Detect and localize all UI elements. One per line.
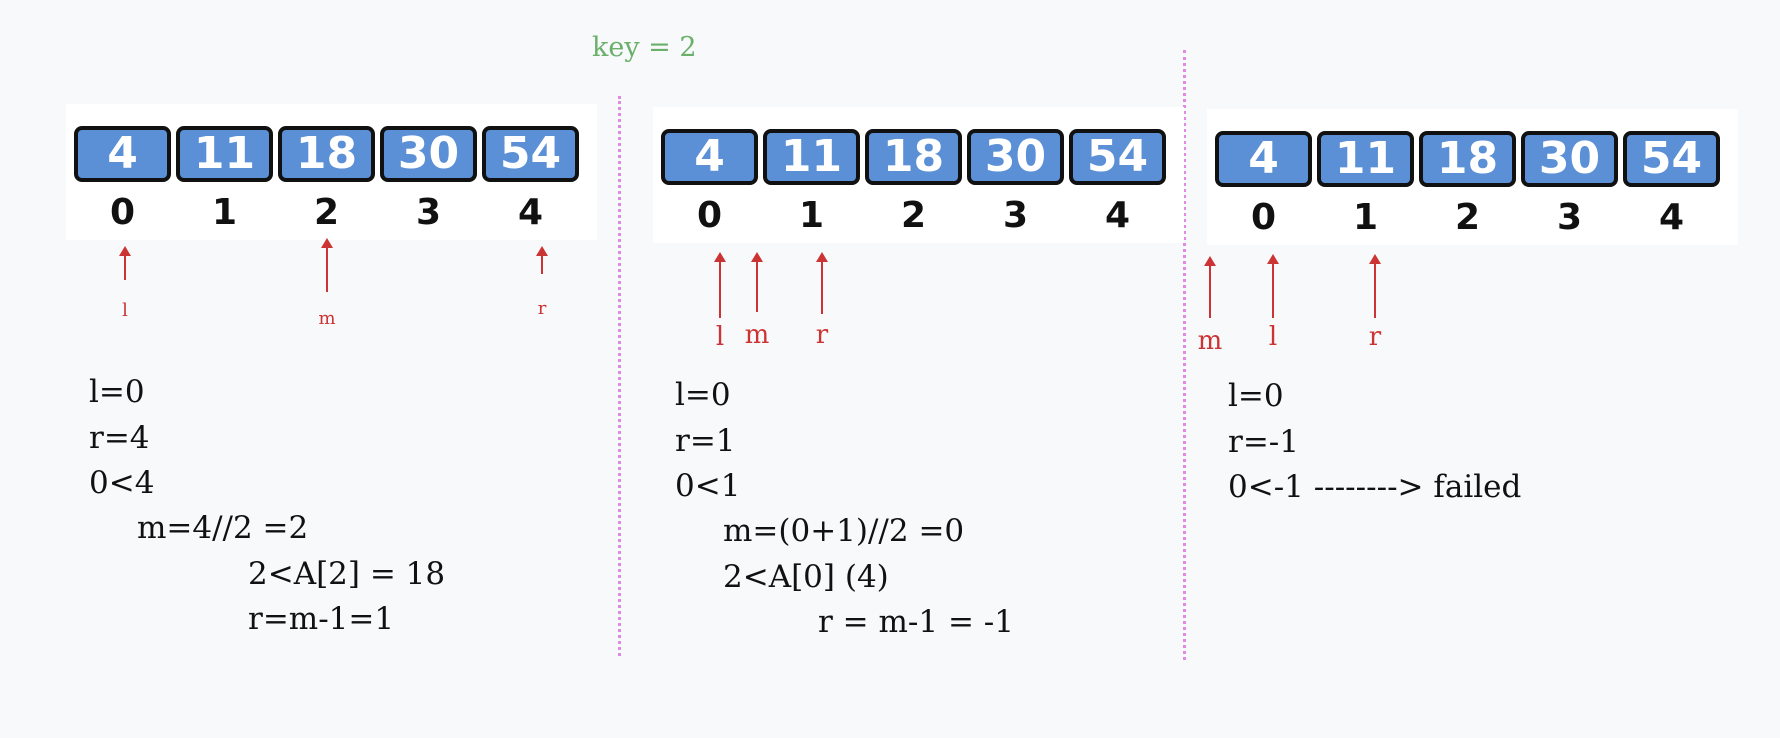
pointer-label: l (122, 300, 128, 321)
pointer-label: m (744, 320, 770, 350)
array-card: 4 11 18 30 54 0 1 2 3 4 (653, 107, 1184, 243)
divider-right (1183, 50, 1186, 660)
array-cell: 11 (763, 129, 860, 185)
step-line: r=m-1=1 (248, 601, 395, 637)
array-cell: 54 (482, 126, 579, 182)
array-index: 1 (798, 195, 825, 236)
array-index: 1 (1352, 197, 1379, 238)
array-card: 4 11 18 30 54 0 1 2 3 4 (1207, 109, 1738, 245)
step-line: r=-1 (1228, 424, 1299, 460)
step-line: 0<1 (675, 468, 741, 504)
step-line: m=(0+1)//2 =0 (723, 513, 965, 549)
array-index: 4 (1658, 197, 1685, 238)
array-cell: 30 (380, 126, 477, 182)
array-index: 4 (517, 192, 544, 233)
step-line: l=0 (675, 377, 731, 413)
array-index: 0 (696, 195, 723, 236)
array-cell: 18 (1419, 131, 1516, 187)
array-cell: 18 (865, 129, 962, 185)
step-line: 0<4 (89, 465, 155, 501)
pointer-label: l (1268, 322, 1278, 352)
step-line: l=0 (1228, 378, 1284, 414)
array-cell: 54 (1069, 129, 1166, 185)
step-line: 2<A[2] = 18 (248, 556, 446, 592)
array-index: 0 (1250, 197, 1277, 238)
array-cell: 11 (176, 126, 273, 182)
array-cell: 30 (967, 129, 1064, 185)
step-line: m=4//2 =2 (137, 510, 309, 546)
array-index: 3 (1556, 197, 1583, 238)
array-cell: 4 (1215, 131, 1312, 187)
pointer-label: l (715, 322, 725, 352)
array-cell: 54 (1623, 131, 1720, 187)
array-cell: 4 (661, 129, 758, 185)
array-index: 2 (313, 192, 340, 233)
step-line: l=0 (89, 374, 145, 410)
array-cell: 11 (1317, 131, 1414, 187)
array-index: 3 (1002, 195, 1029, 236)
array-index: 2 (900, 195, 927, 236)
pointer-label: m (318, 308, 336, 329)
pointer-label: m (1197, 326, 1223, 356)
divider-left (618, 96, 621, 656)
step-line: 2<A[0] (4) (723, 559, 889, 595)
key-label: key = 2 (592, 32, 697, 63)
array-card: 4 11 18 30 54 0 1 2 3 4 (66, 104, 597, 240)
array-cell: 30 (1521, 131, 1618, 187)
array-index: 0 (109, 192, 136, 233)
pointer-label: r (537, 298, 547, 319)
pointer-label: r (1368, 322, 1382, 352)
array-index: 4 (1104, 195, 1131, 236)
pointer-label: r (815, 320, 829, 350)
step-line: r=4 (89, 420, 150, 456)
array-cell: 18 (278, 126, 375, 182)
array-cell: 4 (74, 126, 171, 182)
step-line: 0<-1 --------> failed (1228, 469, 1522, 505)
array-index: 3 (415, 192, 442, 233)
step-line: r=1 (675, 423, 736, 459)
array-index: 1 (211, 192, 238, 233)
step-line: r = m-1 = -1 (818, 604, 1014, 640)
array-index: 2 (1454, 197, 1481, 238)
